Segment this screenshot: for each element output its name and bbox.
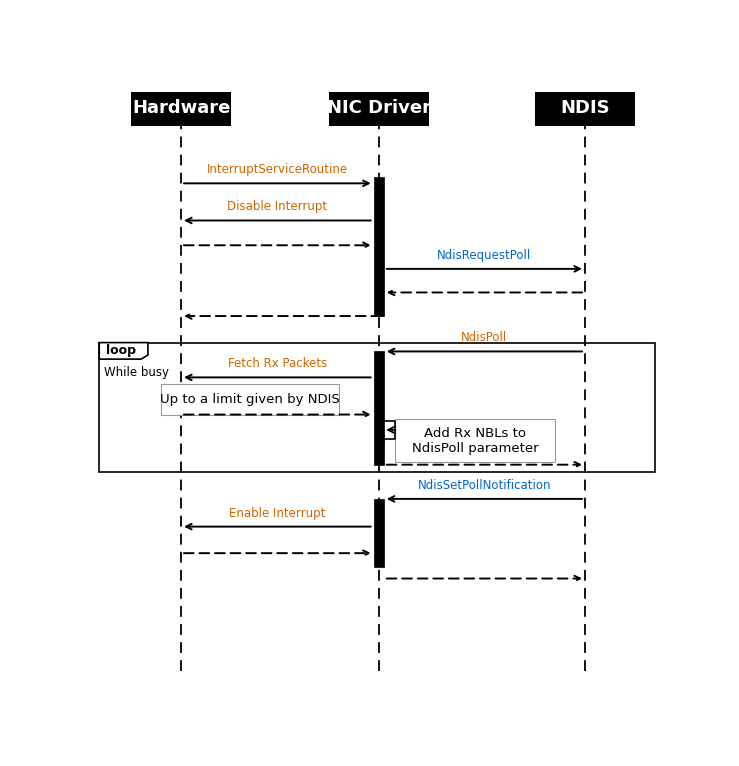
Bar [131, 90, 231, 126]
Text: Up to a limit given by NDIS: Up to a limit given by NDIS [160, 393, 340, 406]
Text: NdisRequestPoll: NdisRequestPoll [437, 249, 531, 262]
Polygon shape [99, 342, 148, 359]
Bar [535, 90, 635, 126]
Bar [374, 178, 384, 316]
Text: NDIS: NDIS [560, 99, 610, 117]
Bar [161, 384, 338, 414]
Text: NdisPoll: NdisPoll [461, 332, 508, 345]
Text: InterruptServiceRoutine: InterruptServiceRoutine [207, 163, 348, 176]
Text: Enable Interrupt: Enable Interrupt [229, 506, 326, 519]
Bar [329, 90, 429, 126]
Bar [395, 419, 555, 462]
Text: NdisSetPollNotification: NdisSetPollNotification [418, 479, 551, 492]
Text: NIC Driver: NIC Driver [327, 99, 431, 117]
Text: Add Rx NBLs to
NdisPoll parameter: Add Rx NBLs to NdisPoll parameter [412, 427, 538, 454]
Text: Hardware: Hardware [132, 99, 231, 117]
Text: Fetch Rx Packets: Fetch Rx Packets [228, 357, 327, 370]
Bar [374, 352, 384, 465]
Bar [374, 499, 384, 567]
Text: Disable Interrupt: Disable Interrupt [228, 201, 327, 214]
Text: loop: loop [106, 345, 136, 358]
Bar [99, 342, 655, 473]
Text: While busy: While busy [103, 366, 168, 379]
